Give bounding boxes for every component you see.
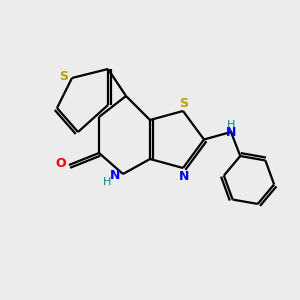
Text: S: S: [59, 70, 68, 83]
Text: O: O: [55, 157, 66, 170]
Text: H: H: [103, 177, 112, 188]
Text: N: N: [110, 169, 120, 182]
Text: N: N: [226, 125, 236, 139]
Text: H: H: [227, 119, 235, 130]
Text: N: N: [179, 170, 190, 183]
Text: S: S: [179, 97, 188, 110]
